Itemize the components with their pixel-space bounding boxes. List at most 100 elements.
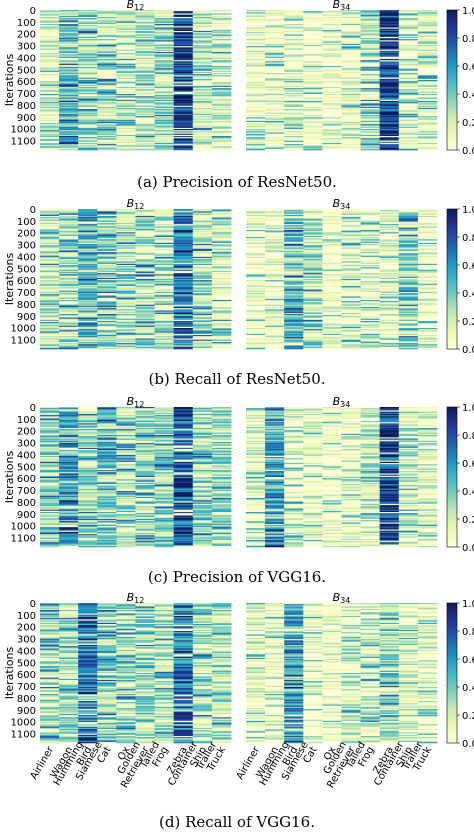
- heatmap-cell: [59, 11, 79, 13]
- heatmap-cell: [192, 29, 213, 32]
- heatmap-cell: [360, 32, 381, 34]
- heatmap-cell: [303, 81, 323, 83]
- heatmap-cell: [97, 218, 117, 220]
- colorbar-gradient: [446, 208, 458, 350]
- heatmap-cell: [154, 266, 175, 268]
- heatmap-cell: [135, 294, 155, 296]
- heatmap-cell: [135, 32, 155, 34]
- heatmap-cell: [379, 48, 400, 50]
- heatmap-cell: [173, 49, 194, 52]
- y-tick-label: 1100: [11, 137, 36, 148]
- heatmap-cell: [192, 12, 213, 14]
- heatmap-cell: [97, 75, 117, 77]
- heatmap-cell: [322, 47, 342, 49]
- heatmap-cell: [211, 300, 232, 302]
- heatmap-cell: [192, 134, 213, 137]
- heatmap-cell: [246, 325, 266, 328]
- heatmap-cell: [78, 96, 98, 98]
- heatmap-cell: [192, 297, 213, 300]
- heatmap-cell: [40, 304, 60, 307]
- heatmap-cell: [192, 96, 213, 98]
- heatmap-cell: [303, 126, 323, 129]
- heatmap-cell: [97, 123, 117, 125]
- heatmap-cell: [360, 64, 381, 67]
- heatmap-cell: [417, 106, 438, 109]
- heatmap-cell: [78, 258, 98, 260]
- heatmap-cell: [154, 294, 175, 296]
- heatmap-cell: [417, 143, 438, 145]
- heatmap-cell: [379, 67, 400, 69]
- heatmap-cell: [192, 281, 213, 283]
- heatmap-cell: [173, 242, 194, 245]
- heatmap-cell: [97, 347, 117, 350]
- heatmap-cell: [265, 81, 285, 83]
- heatmap-cell: [154, 101, 175, 103]
- heatmap-cell: [154, 269, 175, 272]
- heatmap-cell: [154, 232, 175, 234]
- heatmap-cell: [173, 231, 194, 233]
- heatmap-cell: [246, 326, 266, 329]
- heatmap-cell: [192, 77, 213, 80]
- heatmap-cell: [173, 81, 194, 83]
- heatmap-column: [284, 10, 304, 151]
- heatmap-cell: [40, 212, 60, 214]
- heatmap-cell: [379, 105, 400, 108]
- heatmap-cell: [192, 221, 213, 224]
- y-tick-label: 200: [17, 427, 36, 438]
- heatmap-cell: [116, 246, 136, 248]
- heatmap-cell: [192, 328, 213, 330]
- heatmap-cell: [116, 336, 136, 338]
- heatmap-cell: [173, 340, 194, 343]
- heatmap-cell: [211, 14, 232, 17]
- heatmap-cell: [173, 333, 194, 336]
- heatmap-cell: [78, 217, 98, 219]
- heatmap-cell: [211, 117, 232, 119]
- heatmap-cell: [97, 336, 117, 338]
- heatmap-cell: [265, 112, 285, 115]
- heatmap-cell: [398, 45, 419, 47]
- heatmap-cell: [192, 124, 213, 126]
- heatmap-cell: [40, 210, 60, 212]
- heatmap-cell: [97, 27, 117, 29]
- heatmap-cell: [303, 91, 323, 94]
- heatmap-cell: [135, 148, 155, 151]
- heatmap-cell: [341, 132, 361, 134]
- heatmap-cell: [322, 94, 342, 96]
- heatmap-cell: [59, 220, 79, 223]
- heatmap-cell: [78, 344, 98, 346]
- heatmap-cell: [59, 268, 79, 270]
- heatmap-cell: [265, 133, 285, 136]
- heatmap-cell: [154, 246, 175, 248]
- heatmap-cell: [135, 274, 155, 276]
- heatmap-cell: [265, 122, 285, 124]
- heatmap-cell: [59, 331, 79, 333]
- heatmap-cell: [154, 75, 175, 77]
- heatmap-cell: [303, 71, 323, 74]
- heatmap-column: [322, 10, 342, 151]
- heatmap-cell: [322, 38, 342, 40]
- heatmap-cell: [265, 92, 285, 95]
- heatmap-cell: [40, 276, 60, 279]
- heatmap-cell: [398, 143, 419, 145]
- heatmap-cell: [322, 131, 342, 133]
- heatmap-cell: [78, 340, 98, 343]
- heatmap-cell: [173, 312, 194, 315]
- heatmap-cell: [97, 228, 117, 231]
- heatmap-cell: [173, 19, 194, 21]
- heatmap-cell: [265, 98, 285, 101]
- heatmap-cell: [40, 346, 60, 349]
- heatmap-cell: [40, 105, 60, 108]
- heatmap-cell: [246, 31, 266, 33]
- heatmap-cell: [154, 277, 175, 280]
- heatmap-cell: [40, 322, 60, 324]
- heatmap-cell: [417, 129, 438, 131]
- heatmap-cell: [211, 99, 232, 102]
- heatmap-cell: [173, 304, 194, 307]
- heatmap-cell: [78, 322, 98, 324]
- heatmap-cell: [284, 48, 304, 50]
- heatmap-cell: [211, 144, 232, 146]
- heatmap-cell: [246, 71, 266, 74]
- heatmap-cell: [322, 125, 342, 127]
- heatmap-cell: [360, 35, 381, 38]
